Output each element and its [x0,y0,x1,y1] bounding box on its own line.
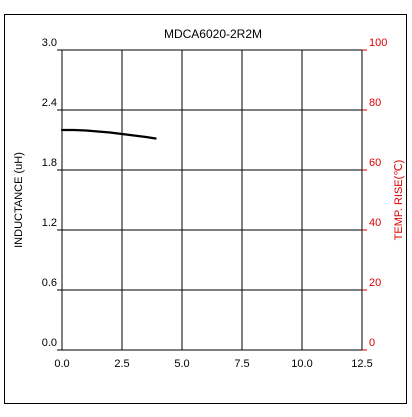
chart-title: MDCA6020-2R2M [164,27,262,41]
y-tick-label: 2.4 [42,97,57,109]
y2-axis-label: TEMP. RISE(℃) [393,160,405,241]
y-tick-label: 3.0 [42,37,57,49]
outer-frame [4,14,407,404]
y2-tick-label: 100 [369,37,387,49]
grid-lines [62,50,362,350]
x-tick-label: 5.0 [174,358,189,370]
plot-area-border [61,49,363,351]
y-tick-label: 0.0 [42,337,57,349]
y2-tick-label: 60 [369,157,381,169]
y2-tick-label: 40 [369,217,381,229]
tick-labels: 0.0 2.5 5.0 7.5 10.0 12.5 0.0 0.6 1.2 1.8 2.4 3.0 0 2… [42,37,388,370]
y-tick-label: 1.2 [42,217,57,229]
y-tick-label: 1.8 [42,157,57,169]
inductance-series-line [60,128,157,140]
y-axis-label: INDUCTANCE (uH) [13,152,25,248]
tick-marks [57,49,367,351]
x-tick-label: 0.0 [54,358,69,370]
y2-tick-label: 80 [369,97,381,109]
x-tick-label: 12.5 [351,358,372,370]
x-tick-label: 10.0 [291,358,312,370]
y-tick-label: 0.6 [42,277,57,289]
x-tick-label: 7.5 [234,358,249,370]
x-tick-label: 2.5 [114,358,129,370]
y2-tick-label: 20 [369,277,381,289]
y2-tick-label: 0 [369,337,375,349]
series-group [60,128,157,140]
